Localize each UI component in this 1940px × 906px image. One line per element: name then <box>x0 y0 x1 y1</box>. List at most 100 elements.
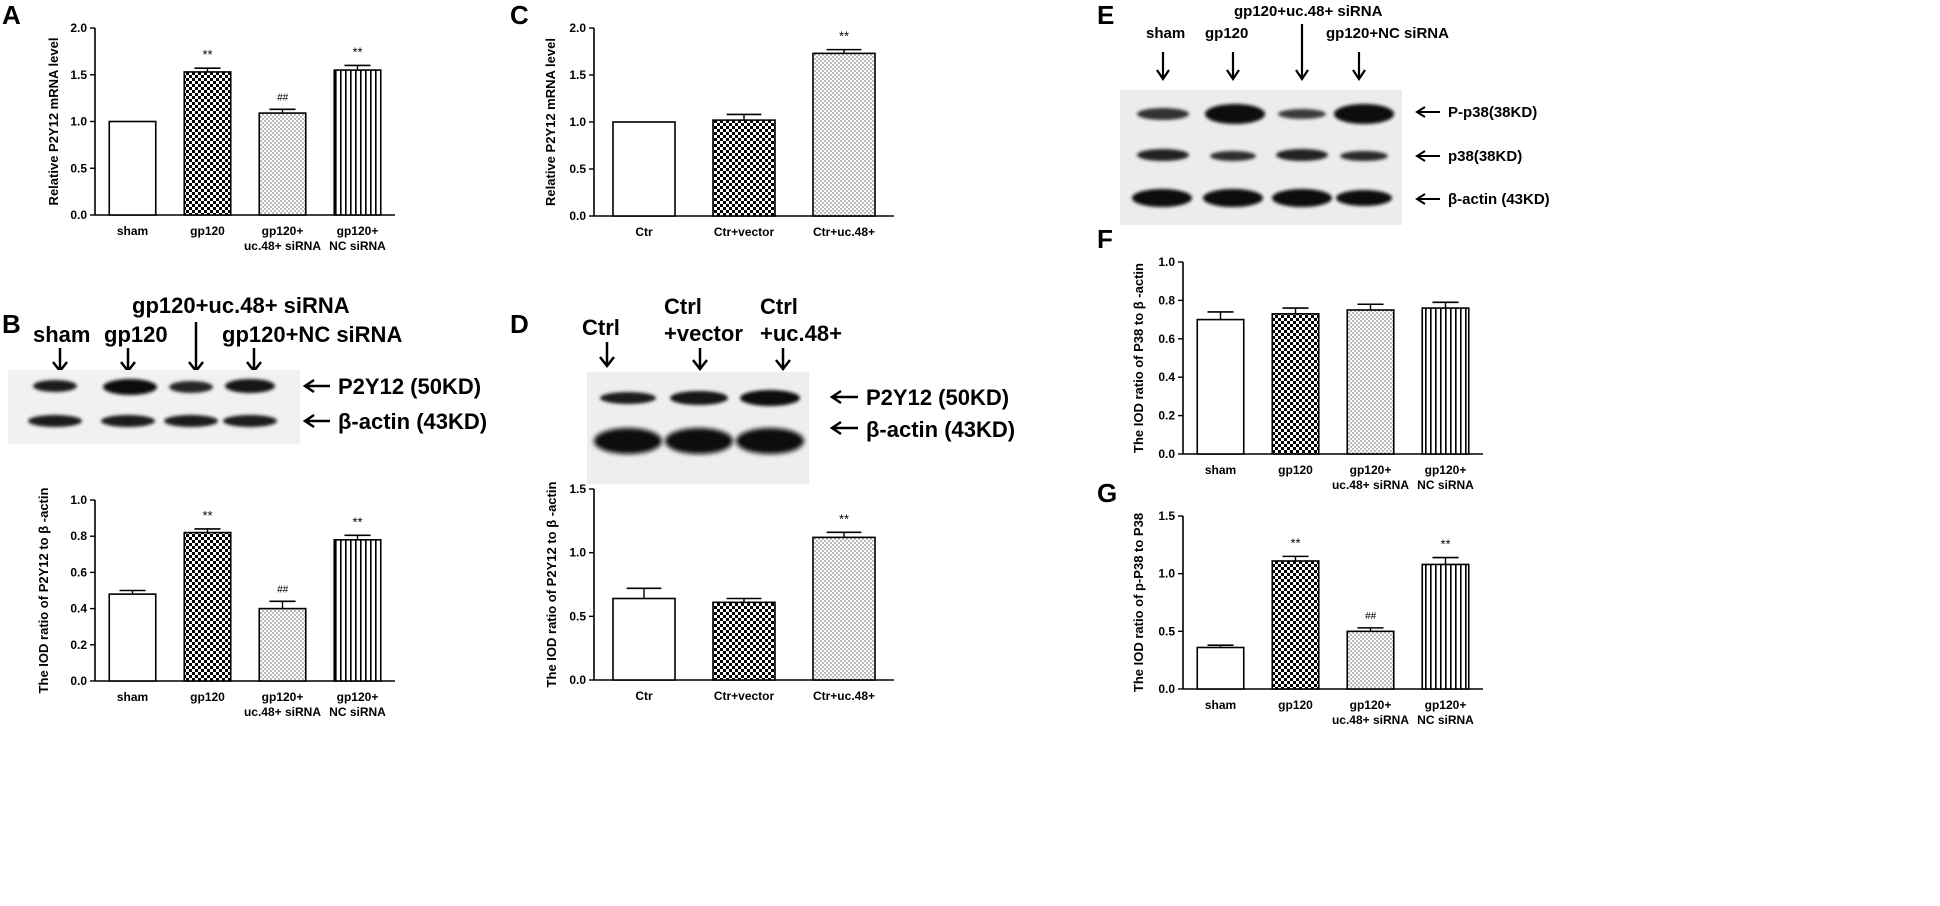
chart-c-y-tick-label: 0.5 <box>569 162 586 176</box>
panel-letter-e: E <box>1097 0 1114 30</box>
chart-g-category-label: gp120 <box>1278 698 1313 712</box>
chart-c-bar <box>712 119 776 217</box>
chart-a-category-label: gp120 <box>190 224 225 238</box>
chart-d-y-tick-label: 0.0 <box>569 673 586 687</box>
chart-b-bar <box>108 593 157 682</box>
chart-a-category-label: sham <box>117 224 148 238</box>
blot-b-band-actin: β-actin (43KD) <box>338 409 487 434</box>
chart-f-category-label: uc.48+ siRNA <box>1332 478 1409 492</box>
panel-letter-d: D <box>510 309 529 339</box>
chart-f-y-tick-label: 0.6 <box>1158 332 1175 346</box>
chart-b-category-label: gp120+ <box>262 690 304 704</box>
chart-f-y-tick-label: 0.2 <box>1158 409 1175 423</box>
chart-f-category-label: NC siRNA <box>1417 478 1474 492</box>
chart-b-bar <box>183 531 232 682</box>
chart-f-y-tick-label: 1.0 <box>1158 255 1175 269</box>
blot-e-lane-gp120: gp120 <box>1205 25 1248 42</box>
chart-c-category-label: Ctr+vector <box>714 225 775 239</box>
chart-a-bar <box>258 112 307 216</box>
blot-d-band-arrows <box>829 389 858 436</box>
blot-b-lane-gp120: gp120 <box>104 322 168 347</box>
blot-d-membrane <box>587 372 809 484</box>
bar-chart-f: 0.0 0.2 0.4 0.6 0.8 1.0 The IOD ratio of P38 t… <box>1131 255 1483 492</box>
blot-d-bands <box>594 390 804 454</box>
chart-a-bar <box>108 120 157 216</box>
chart-g-bar <box>1421 563 1470 690</box>
chart-a-y-tick-label: 0.0 <box>70 208 87 222</box>
chart-c-y-tick-label: 1.5 <box>569 68 586 82</box>
chart-f-y-axis-title: The IOD ratio of P38 to β -actin <box>1131 263 1146 453</box>
chart-f-category-label: gp120 <box>1278 463 1313 477</box>
blot-d-arrows <box>599 342 791 372</box>
blot-e-lane-uc48: gp120+uc.48+ siRNA <box>1234 3 1383 20</box>
chart-d-significance-mark: ** <box>839 511 849 526</box>
blot-b-lane-uc48: gp120+uc.48+ siRNA <box>132 293 350 318</box>
chart-b-significance-mark: ## <box>277 584 289 595</box>
chart-b-significance-mark: ** <box>352 514 362 529</box>
chart-g-category-label: gp120+ <box>1425 698 1467 712</box>
chart-g-bar <box>1271 560 1320 690</box>
chart-d-y-axis-title: The IOD ratio of P2Y12 to β -actin <box>544 482 559 688</box>
chart-c-category-label: Ctr+uc.48+ <box>813 225 875 239</box>
panel-letter-a: A <box>2 0 21 30</box>
chart-d-y-tick-label: 1.5 <box>569 482 586 496</box>
chart-g-category-label: gp120+ <box>1350 698 1392 712</box>
chart-a-significance-mark: ** <box>202 47 212 62</box>
chart-a-y-tick-label: 1.5 <box>70 68 87 82</box>
chart-a-bar <box>333 69 382 216</box>
chart-g-y-axis-title: The IOD ratio of p-P38 to P38 <box>1131 513 1146 692</box>
bar-chart-c: 0.0 0.5 1.0 1.5 2.0 Relative P2Y12 mRNA level… <box>543 21 894 239</box>
chart-d-category-label: Ctr+vector <box>714 689 775 703</box>
blot-d-lane-ctrl: Ctrl <box>582 315 620 340</box>
chart-g-bar <box>1346 630 1395 690</box>
chart-a-y-tick-label: 2.0 <box>70 21 87 35</box>
chart-c-bar <box>812 52 876 217</box>
chart-c-category-label: Ctr <box>635 225 653 239</box>
blot-d-lane-ctrl-vector: Ctrl <box>664 294 702 319</box>
chart-g-y-tick-label: 1.5 <box>1158 509 1175 523</box>
chart-f-y-tick-label: 0.8 <box>1158 293 1175 307</box>
blot-d-band-p2y12: P2Y12 (50KD) <box>866 385 1009 410</box>
bar-chart-b: 0.0 0.2 0.4 0.6 0.8 1.0 The IOD ratio of P2Y12… <box>36 488 395 719</box>
panel-letter-f: F <box>1097 224 1113 254</box>
chart-c-y-tick-label: 1.0 <box>569 115 586 129</box>
chart-g-significance-mark: ## <box>1365 611 1377 622</box>
blot-e-arrows <box>1156 24 1366 81</box>
western-blot-d: Ctrl Ctrl +vector Ctrl +uc.48+ P2Y12 (50… <box>582 294 1015 484</box>
chart-d-y-tick-label: 0.5 <box>569 609 586 623</box>
chart-b-y-tick-label: 1.0 <box>70 493 87 507</box>
blot-e-band-pp38: P-p38(38KD) <box>1448 104 1537 121</box>
chart-d-y-tick-label: 1.0 <box>569 546 586 560</box>
chart-a-y-tick-label: 1.0 <box>70 115 87 129</box>
chart-f-y-tick-label: 0.0 <box>1158 447 1175 461</box>
chart-f-category-label: gp120+ <box>1425 463 1467 477</box>
chart-a-significance-mark: ## <box>277 92 289 103</box>
chart-b-category-label: gp120+ <box>337 690 379 704</box>
chart-d-category-label: Ctr+uc.48+ <box>813 689 875 703</box>
panel-letter-b: B <box>2 309 21 339</box>
bar-chart-a: 0.0 0.5 1.0 1.5 2.0 Relative P2Y12 mRNA level… <box>46 21 395 253</box>
chart-c-y-tick-label: 2.0 <box>569 21 586 35</box>
western-blot-e: sham gp120 gp120+uc.48+ siRNA gp120+NC s… <box>1120 3 1550 225</box>
chart-a-category-label: NC siRNA <box>329 239 386 253</box>
western-blot-b: sham gp120 gp120+uc.48+ siRNA gp120+NC s… <box>8 293 487 444</box>
chart-b-category-label: gp120 <box>190 690 225 704</box>
blot-d-lane-ctrl-uc48: Ctrl <box>760 294 798 319</box>
blot-e-lane-nc: gp120+NC siRNA <box>1326 25 1449 42</box>
chart-f-bar <box>1271 313 1320 455</box>
chart-c-y-axis-title: Relative P2Y12 mRNA level <box>543 38 558 206</box>
chart-d-bar <box>612 597 676 681</box>
chart-d-bar <box>812 536 876 681</box>
chart-g-category-label: uc.48+ siRNA <box>1332 713 1409 727</box>
blot-b-band-arrows <box>302 378 330 429</box>
chart-g-category-label: sham <box>1205 698 1236 712</box>
panel-letter-g: G <box>1097 478 1117 508</box>
chart-g-y-tick-label: 1.0 <box>1158 567 1175 581</box>
chart-f-category-label: sham <box>1205 463 1236 477</box>
chart-a-bar <box>183 71 232 216</box>
chart-g-significance-mark: ** <box>1440 537 1450 552</box>
bar-chart-g: 0.0 0.5 1.0 1.5 The IOD ratio of p-P38 to P3… <box>1131 509 1483 727</box>
blot-b-bands <box>28 379 277 427</box>
chart-a-category-label: uc.48+ siRNA <box>244 239 321 253</box>
blot-e-band-actin: β-actin (43KD) <box>1448 191 1550 208</box>
